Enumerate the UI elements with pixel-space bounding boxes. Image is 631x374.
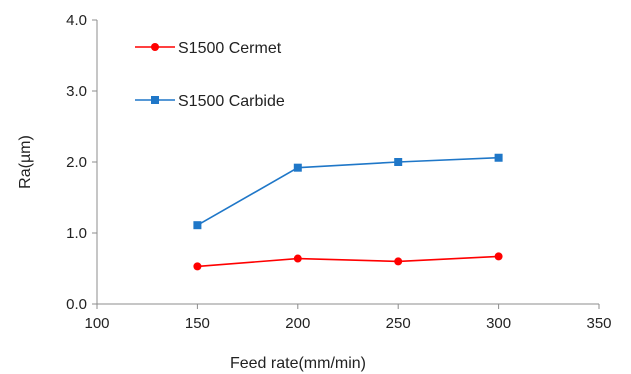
y-axis: 0.0 1.0 2.0 3.0 4.0 xyxy=(66,12,98,313)
data-point xyxy=(293,163,302,172)
data-point xyxy=(193,221,202,230)
legend-label: S1500 Cermet xyxy=(178,40,282,57)
y-tick-label: 3.0 xyxy=(66,83,87,100)
x-tick-label: 200 xyxy=(285,315,310,332)
x-axis: 100 150 200 250 300 350 xyxy=(84,303,612,332)
series-line-1 xyxy=(197,156,499,226)
y-tick-label: 0.0 xyxy=(66,296,87,313)
x-tick-label: 150 xyxy=(185,315,210,332)
data-point xyxy=(494,252,503,261)
legend-marker xyxy=(151,96,159,104)
data-point xyxy=(193,262,202,271)
y-tick-label: 4.0 xyxy=(66,12,87,29)
y-tick-label: 1.0 xyxy=(66,225,87,242)
x-tick-label: 100 xyxy=(84,315,109,332)
legend-label: S1500 Carbide xyxy=(178,93,285,110)
x-tick-label: 250 xyxy=(386,315,411,332)
data-point xyxy=(394,257,403,266)
x-axis-title: Feed rate(mm/min) xyxy=(230,355,366,372)
x-tick-label: 300 xyxy=(486,315,511,332)
y-axis-title: Ra(µm) xyxy=(17,135,34,189)
y-tick-label: 2.0 xyxy=(66,154,87,171)
legend-marker xyxy=(151,43,159,51)
series-line-0 xyxy=(197,255,499,268)
series-layer xyxy=(193,153,503,271)
data-point xyxy=(293,254,302,263)
data-point xyxy=(494,153,503,162)
x-tick-label: 350 xyxy=(586,315,611,332)
data-point xyxy=(394,158,403,166)
legend: S1500 Cermet S1500 Carbide xyxy=(135,40,285,110)
